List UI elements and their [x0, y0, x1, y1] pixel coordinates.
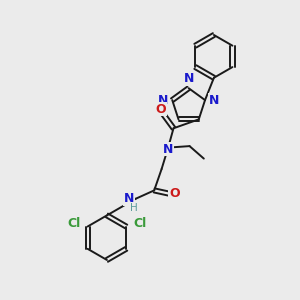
Text: O: O	[155, 103, 166, 116]
Text: N: N	[163, 142, 173, 156]
Text: N: N	[184, 72, 194, 85]
Text: Cl: Cl	[134, 217, 147, 230]
Text: O: O	[169, 188, 180, 200]
Text: N: N	[158, 94, 169, 106]
Text: N: N	[124, 192, 134, 205]
Text: N: N	[208, 94, 219, 106]
Text: Cl: Cl	[67, 217, 80, 230]
Text: H: H	[130, 203, 138, 213]
